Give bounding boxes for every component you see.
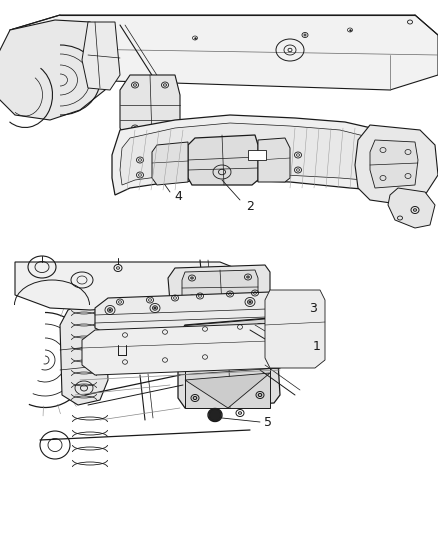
Polygon shape [15,262,240,310]
Polygon shape [182,270,258,305]
Polygon shape [185,373,270,408]
Polygon shape [10,15,438,90]
Text: 1: 1 [313,340,321,352]
Polygon shape [188,135,258,185]
Polygon shape [82,22,120,90]
Polygon shape [355,125,438,205]
Polygon shape [120,123,400,185]
Polygon shape [370,140,418,188]
Text: 4: 4 [174,190,182,204]
Polygon shape [95,292,295,338]
Circle shape [209,409,221,421]
Polygon shape [185,318,270,408]
Polygon shape [388,188,435,228]
Polygon shape [82,323,295,375]
Polygon shape [178,318,280,408]
Polygon shape [152,142,188,185]
Text: 3: 3 [309,302,317,314]
Polygon shape [265,290,325,368]
Bar [248,150,266,160]
Text: 2: 2 [246,200,254,214]
Polygon shape [120,75,180,138]
Polygon shape [0,20,115,120]
Polygon shape [60,300,108,405]
Polygon shape [258,138,290,182]
Polygon shape [168,265,270,310]
Text: 5: 5 [264,416,272,429]
Polygon shape [112,115,415,195]
